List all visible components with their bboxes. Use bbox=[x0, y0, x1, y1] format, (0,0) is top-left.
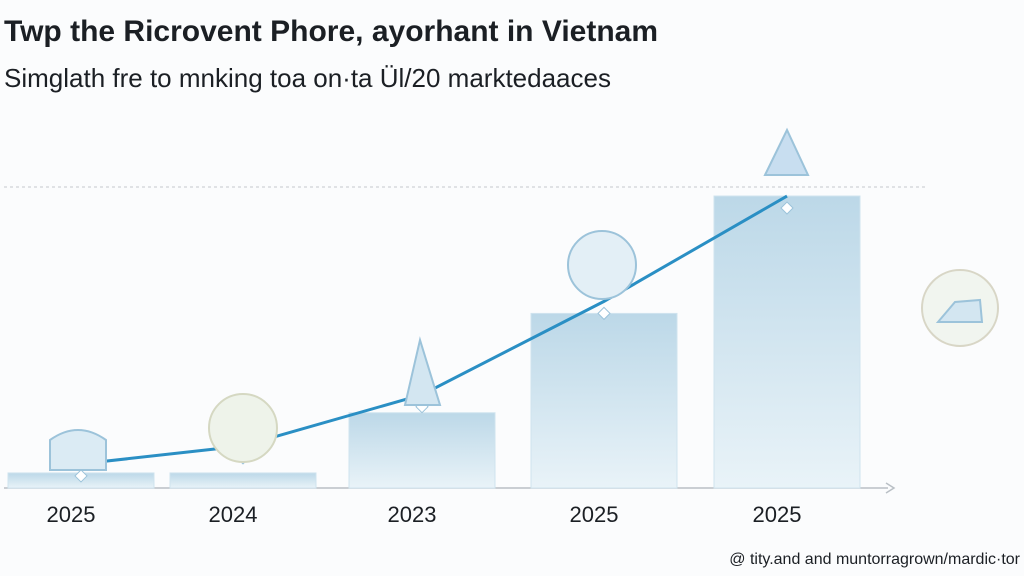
icon bbox=[567, 230, 637, 300]
icon bbox=[763, 127, 810, 176]
bar bbox=[169, 472, 317, 489]
bar bbox=[530, 312, 678, 489]
bar bbox=[713, 195, 861, 489]
marker bbox=[780, 201, 794, 215]
x-tick-label: 2023 bbox=[388, 502, 437, 527]
marker bbox=[74, 469, 88, 483]
x-tick-label: 2025 bbox=[47, 502, 96, 527]
x-tick-label: 2025 bbox=[753, 502, 802, 527]
decorations bbox=[49, 127, 999, 471]
icon bbox=[49, 429, 107, 471]
marker bbox=[597, 306, 611, 321]
chart-title: Twp the Ricrovent Phore, ayorhant in Vie… bbox=[4, 15, 658, 48]
x-tick-label: 2025 bbox=[570, 502, 619, 527]
icon bbox=[208, 393, 278, 463]
axis-arrow bbox=[885, 482, 896, 494]
bar bbox=[348, 412, 496, 489]
icon bbox=[935, 298, 984, 323]
footer: @ tity.and and muntorragrown/mardic·tor bbox=[729, 551, 1020, 568]
icon bbox=[403, 336, 442, 406]
chart-subtitle: Simglath fre to mnking toa on·ta Ül/20 m… bbox=[4, 63, 611, 93]
x-tick-label: 2024 bbox=[209, 502, 258, 527]
